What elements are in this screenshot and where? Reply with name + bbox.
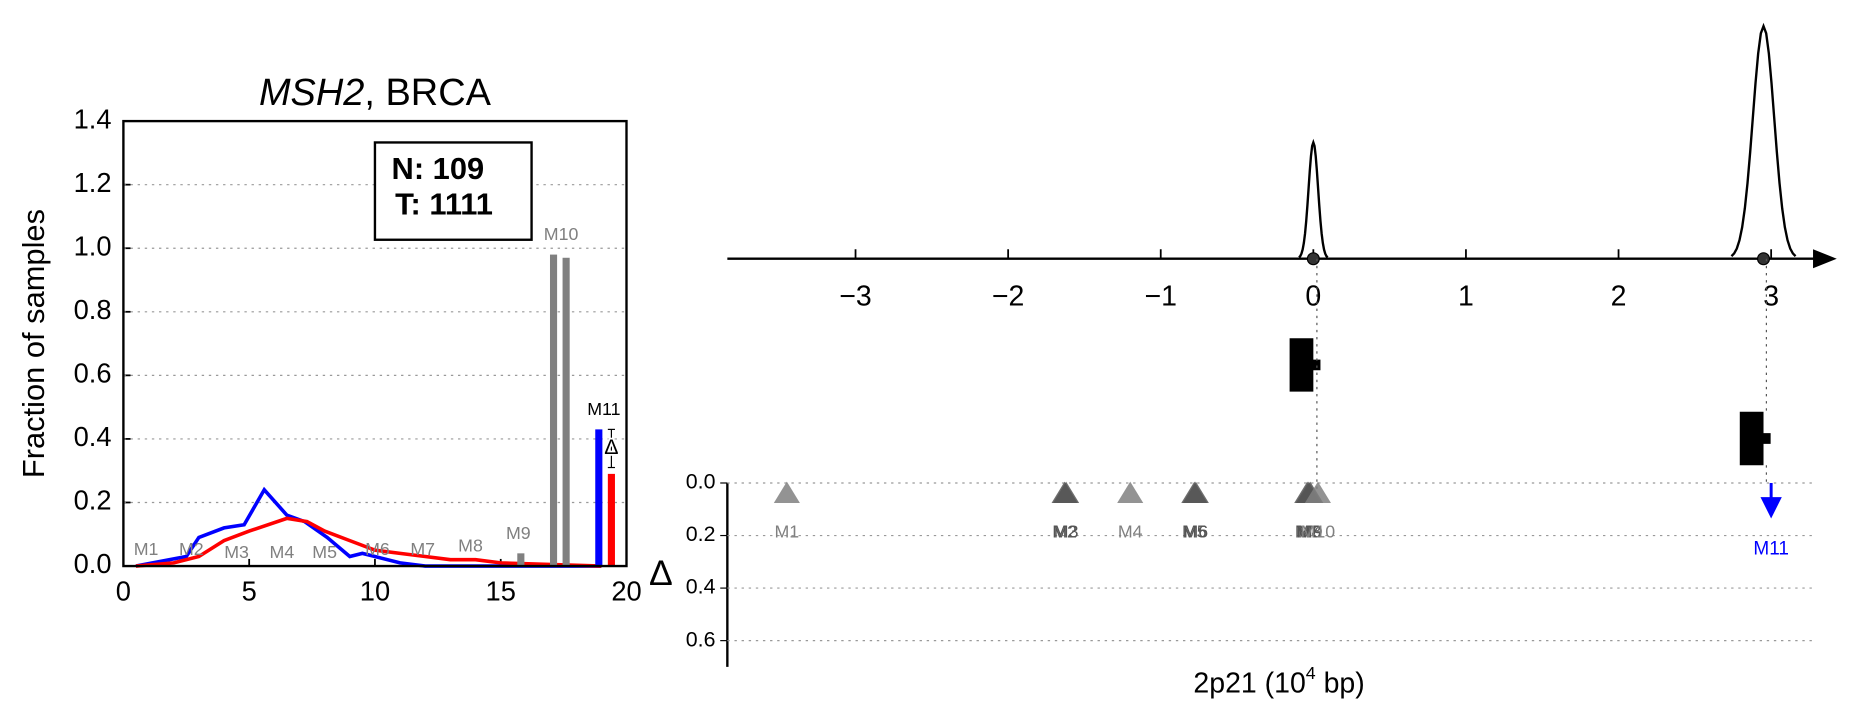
- legend-text: T: 1111: [395, 187, 493, 222]
- density-peak: [1730, 22, 1797, 257]
- x-axis-label: 2p21 (104 bp): [1193, 663, 1364, 699]
- point-label: M3: [1054, 521, 1079, 541]
- y-axis-label: Fraction of samples: [16, 209, 51, 478]
- x-tick-label: 10: [360, 576, 390, 607]
- line-series: [135, 516, 602, 568]
- delta-marker: Δ: [604, 435, 618, 459]
- y-tick-label: 1.0: [74, 230, 112, 261]
- triangle-marker: [1182, 481, 1209, 503]
- y-tick-label: 0.4: [74, 421, 112, 452]
- x-label-part: 2p21 (10: [1193, 667, 1305, 699]
- x-tick-label: 15: [486, 576, 516, 607]
- x-tick-label: 3: [1763, 280, 1779, 312]
- bar: [549, 254, 558, 567]
- y-tick-label: 1.2: [74, 167, 112, 198]
- triangle-marker: [773, 481, 800, 503]
- motif-label: M7: [410, 539, 435, 559]
- arrow-label: M11: [1753, 538, 1789, 559]
- x-tick-label: 5: [242, 576, 257, 607]
- x-tick-label: 0: [116, 576, 131, 607]
- y-axis-label: Δ: [649, 553, 673, 593]
- motif-label: M3: [224, 542, 249, 562]
- motif-label: M6: [365, 539, 390, 559]
- chart-title: MSH2, BRCA: [259, 72, 492, 114]
- bar: [562, 257, 570, 567]
- point-label: M5: [1182, 521, 1207, 541]
- y-tick-label: 0.0: [74, 548, 112, 579]
- point-label: M4: [1118, 521, 1143, 541]
- point-label: M9: [1298, 521, 1323, 541]
- y-tick-label: 0.2: [74, 485, 112, 516]
- motif-label: M9: [506, 523, 531, 543]
- y-tick-label: 0.6: [74, 358, 112, 389]
- y-tick-label: 0.6: [686, 627, 716, 651]
- point-label: M1: [775, 521, 800, 541]
- x-label-part: 4: [1306, 663, 1316, 683]
- x-tick-label: −2: [992, 280, 1024, 312]
- density-peak: [1298, 138, 1329, 259]
- bar: [517, 553, 525, 567]
- x-label-part: bp): [1316, 667, 1365, 699]
- peak-dot: [1306, 252, 1320, 266]
- motif-label: M2: [179, 539, 204, 559]
- legend-text: N: 109: [392, 151, 485, 186]
- motif-label: M1: [134, 539, 159, 559]
- x-tick-label: 2: [1611, 280, 1627, 312]
- gene-glyph: [1289, 338, 1321, 392]
- triangle-marker: [1117, 481, 1144, 503]
- plot-frame: [122, 119, 628, 568]
- legend-box: [373, 141, 533, 241]
- y-tick-label: 0.2: [686, 522, 716, 546]
- title-part: MSH2: [259, 72, 364, 114]
- x-tick-label: −3: [839, 280, 871, 312]
- point-label: M6: [1183, 521, 1208, 541]
- point-label: M2: [1052, 521, 1077, 541]
- point-label: M8: [1296, 521, 1321, 541]
- x-tick-label: 20: [611, 576, 641, 607]
- motif-label: M10: [544, 224, 579, 244]
- y-tick-label: 0.4: [686, 575, 716, 599]
- y-tick-label: 0.0: [686, 470, 716, 494]
- x-tick-label: −1: [1145, 280, 1177, 312]
- bar: [607, 473, 615, 567]
- axis-arrow: [1813, 249, 1837, 269]
- y-tick-label: 0.8: [74, 294, 112, 325]
- motif-label: M8: [458, 536, 483, 556]
- y-tick-label: 1.4: [74, 103, 112, 134]
- point-label: M7: [1295, 521, 1320, 541]
- arrow-head: [1760, 497, 1782, 519]
- bar: [595, 429, 603, 567]
- triangle-marker: [1053, 481, 1080, 503]
- triangle-marker: [1304, 481, 1331, 503]
- peak-dot: [1756, 252, 1771, 266]
- x-tick-label: 1: [1458, 280, 1474, 312]
- title-part: , BRCA: [364, 72, 491, 114]
- motif-label: M5: [312, 542, 337, 562]
- gene-glyph: [1739, 411, 1771, 466]
- x-tick-label: 0: [1305, 280, 1321, 312]
- point-label: M10: [1301, 521, 1336, 541]
- motif-label: M4: [270, 542, 295, 562]
- motif-label: M11: [587, 399, 620, 419]
